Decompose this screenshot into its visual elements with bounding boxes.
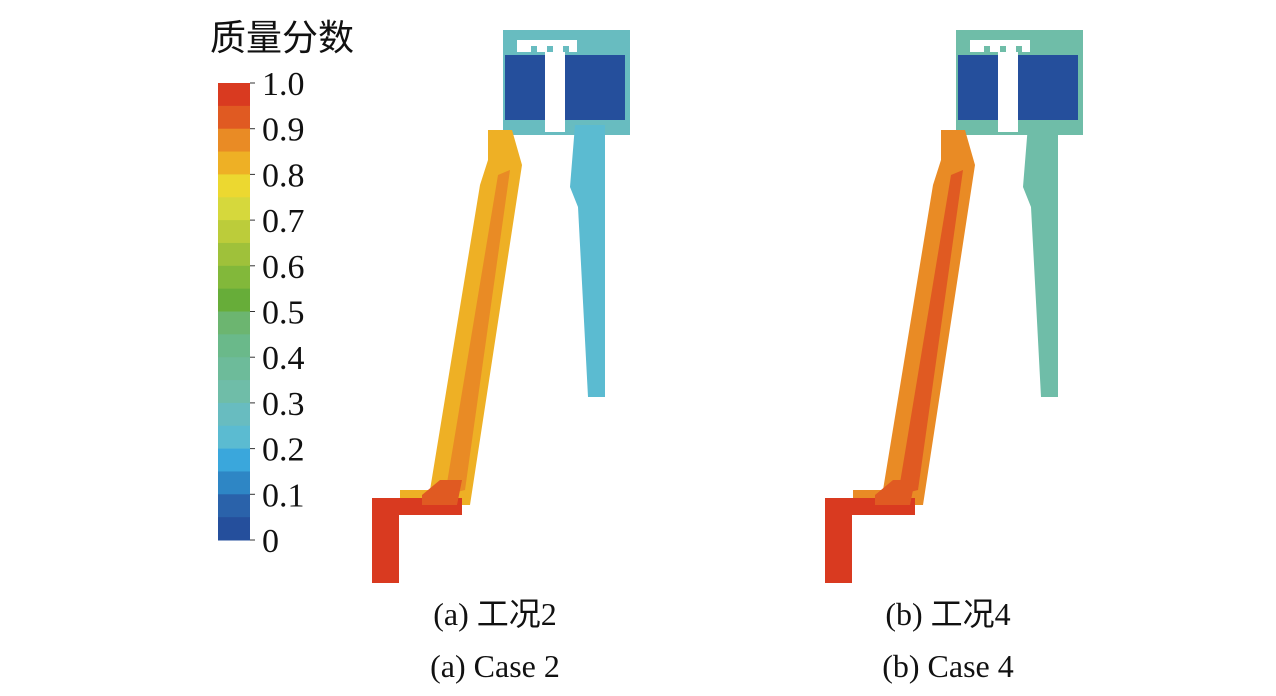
tube-core [898, 170, 963, 495]
colorbar-segment [218, 517, 250, 541]
colorbar-segment [218, 83, 250, 107]
colorbar-segment [218, 494, 250, 518]
panels: (a) 工况2 (a) Case 2 (b) 工况4 (b) Case 4 [372, 30, 1083, 684]
low-region [505, 55, 545, 120]
colorbar: 1.0 0.9 0.8 0.7 0.6 0.5 0.4 0.3 0.2 0.1 0 [218, 66, 305, 560]
stem [545, 52, 565, 132]
colorbar-segment [218, 357, 250, 381]
caption-en: (b) Case 4 [882, 648, 1014, 684]
caption-cn: (a) 工况2 [433, 596, 557, 632]
stem [998, 52, 1018, 132]
colorbar-segment [218, 174, 250, 198]
inlet [517, 40, 577, 52]
colorbar-segment [218, 105, 250, 130]
colorbar-segment [218, 380, 250, 404]
low-region [565, 55, 625, 120]
inlet [970, 40, 1030, 52]
colorbar-label: 0.2 [262, 432, 305, 469]
right-column [570, 125, 605, 397]
colorbar-label: 0 [262, 523, 279, 560]
colorbar-segment [218, 128, 250, 153]
low-region [958, 55, 998, 120]
tube-bottom [875, 480, 915, 505]
colorbar-label: 0.5 [262, 295, 305, 332]
colorbar-segment [218, 220, 250, 244]
colorbar-segment [218, 402, 250, 427]
outlet [372, 498, 462, 583]
colorbar-segment [218, 334, 250, 358]
colorbar-label: 0.1 [262, 477, 305, 514]
colorbar-label: 0.8 [262, 157, 305, 194]
low-region [1018, 55, 1078, 120]
right-column [1023, 125, 1058, 397]
colorbar-segment [218, 448, 250, 472]
contour-panel: (a) 工况2 (a) Case 2 [372, 30, 630, 684]
contour-panel: (b) 工况4 (b) Case 4 [825, 30, 1083, 684]
colorbar-label: 0.3 [262, 386, 305, 423]
colorbar-segment [218, 151, 250, 175]
colorbar-segment [218, 288, 250, 312]
colorbar-label: 1.0 [262, 66, 305, 103]
caption-cn: (b) 工况4 [885, 596, 1010, 632]
colorbar-segment [218, 265, 250, 290]
caption-en: (a) Case 2 [430, 648, 560, 684]
colorbar-segment [218, 311, 250, 335]
colorbar-label: 0.4 [262, 340, 305, 377]
colorbar-title: 质量分数 [210, 18, 354, 58]
colorbar-segment [218, 197, 250, 221]
colorbar-segment [218, 471, 250, 495]
colorbar-label: 0.6 [262, 249, 305, 286]
tube-bottom [422, 480, 462, 505]
colorbar-segment [218, 242, 250, 267]
tube-core [445, 170, 510, 495]
colorbar-label: 0.7 [262, 203, 305, 240]
outlet [825, 498, 915, 583]
colorbar-label: 0.9 [262, 112, 305, 149]
colorbar-segment [218, 425, 250, 450]
